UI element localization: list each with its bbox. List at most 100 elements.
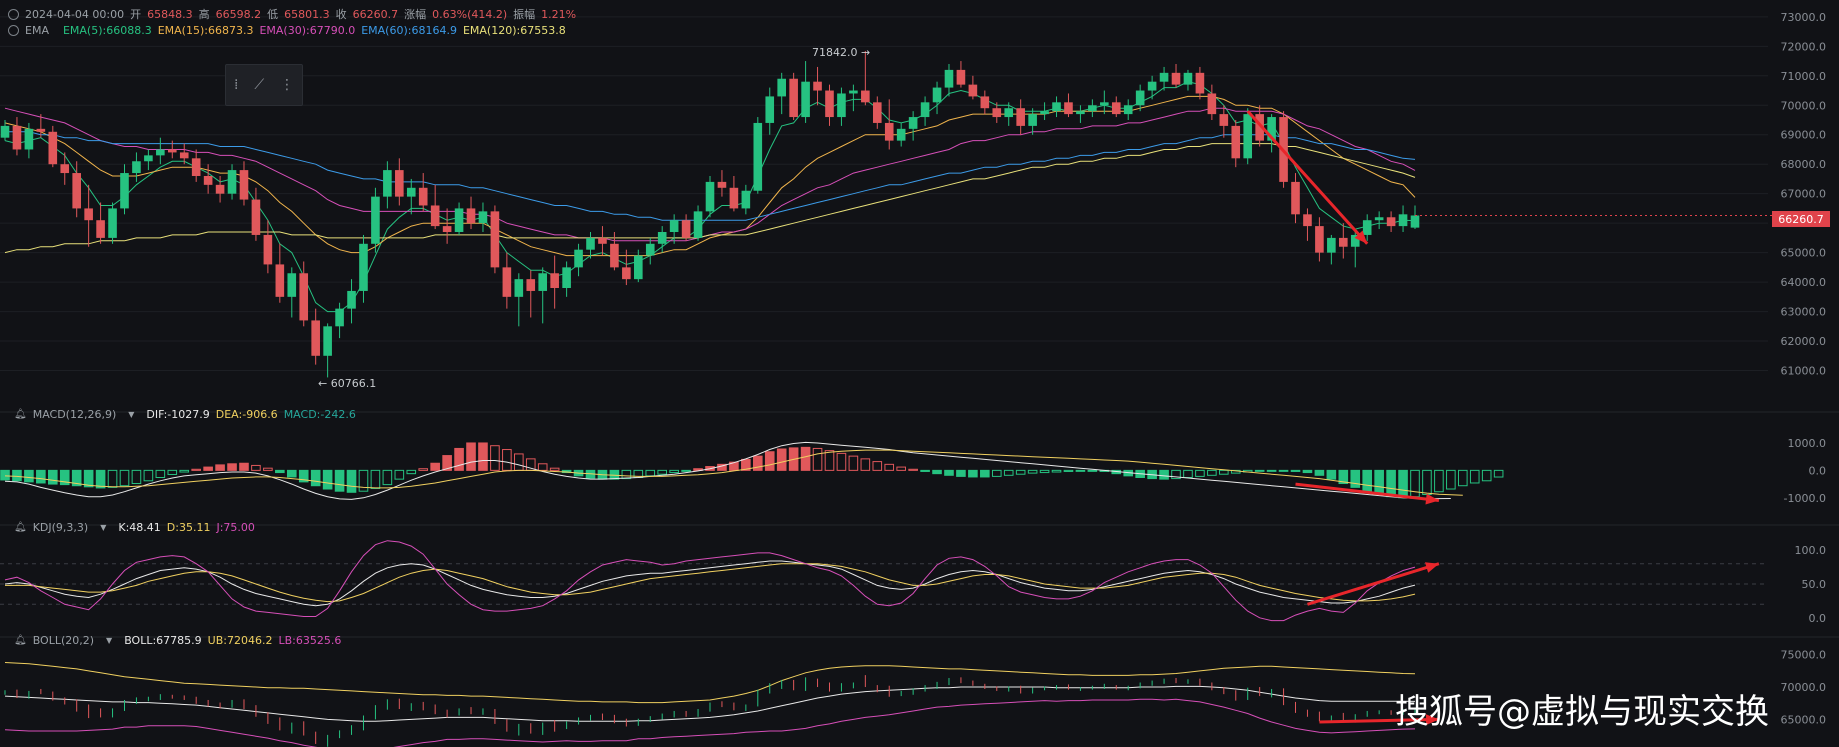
macd-histogram-bar: [1075, 469, 1086, 472]
macd-histogram-bar: [478, 442, 488, 471]
macd-histogram-bar: [0, 469, 10, 481]
boll-axis-tick: 75000.0: [1781, 649, 1827, 662]
candle-body: [968, 84, 978, 97]
macd-histogram-bar: [334, 469, 345, 492]
candle-body: [371, 196, 380, 244]
drawing-toolbar[interactable]: ⁞ ⟋ ⋮: [225, 64, 303, 106]
macd-histogram-bar: [1481, 469, 1492, 482]
candle-body: [72, 173, 81, 209]
candle-body: [359, 243, 368, 291]
macd-histogram-bar: [1087, 469, 1098, 472]
macd-histogram-bar: [502, 449, 512, 471]
candle-body: [60, 164, 70, 174]
candle-body: [944, 69, 954, 88]
macd-histogram-bar: [1159, 469, 1169, 480]
high-annotation-value: 71842.0: [812, 46, 858, 59]
ema-label: EMA: [25, 24, 49, 37]
candle-body: [156, 149, 165, 156]
drag-handle-icon[interactable]: ⁞: [233, 77, 239, 93]
kdj-dropdown-icon[interactable]: ▼: [100, 523, 107, 532]
macd-histogram-bar: [800, 446, 811, 471]
candle-body: [562, 267, 571, 288]
candle-body: [478, 211, 488, 224]
boll-line-boll: [4, 685, 1416, 722]
macd-histogram-bar: [514, 453, 524, 471]
macd-histogram-bar: [454, 447, 464, 471]
macd-bell-icon[interactable]: 🔔︎: [14, 409, 27, 420]
macd-histogram-bar: [203, 466, 213, 471]
macd-histogram-bar: [991, 469, 1002, 477]
kdj-line-j: [4, 540, 1416, 622]
low-label: 低: [267, 8, 279, 21]
amp-value: 1.21%: [541, 7, 577, 21]
macd-histogram-bar: [286, 469, 297, 478]
high-label: 高: [198, 8, 210, 21]
macd-histogram-bar: [1015, 469, 1026, 475]
kdj-k: K:48.41: [118, 521, 161, 534]
candle-body: [729, 187, 739, 209]
macd-histogram-bar: [215, 464, 225, 471]
kdj-d: D:35.11: [166, 521, 211, 534]
candle-body: [1231, 125, 1241, 159]
candle-body: [466, 208, 476, 224]
candle-body: [1398, 214, 1408, 227]
macd-histogram-bar: [1326, 469, 1337, 480]
boll-label: BOLL(20,2): [32, 634, 95, 647]
candle-body: [777, 78, 786, 97]
candle-body: [335, 308, 344, 327]
candle-body: [502, 267, 512, 297]
macd-histogram-bar: [1290, 469, 1301, 472]
candle-body: [311, 320, 320, 356]
candle-body: [1267, 117, 1276, 141]
macd-histogram-bar: [1254, 469, 1265, 472]
candle-body: [490, 211, 500, 268]
macd-histogram-bar: [406, 469, 417, 475]
macd-histogram-bar: [1410, 469, 1420, 498]
candle-body: [442, 226, 452, 232]
macd-label: MACD(12,26,9): [32, 408, 117, 421]
macd-histogram-bar: [537, 463, 548, 471]
kdj-line-d: [5, 563, 1416, 603]
candle-body: [849, 90, 858, 94]
macd-histogram-bar: [1266, 469, 1277, 472]
macd-histogram-bar: [1063, 469, 1074, 472]
macd-histogram-bar: [71, 469, 82, 487]
macd-histogram-bar: [764, 451, 775, 471]
candle-body: [526, 279, 536, 291]
trendline-tool-icon[interactable]: ⟋: [254, 77, 265, 93]
candle-body: [1111, 102, 1121, 115]
boll-bell-icon[interactable]: 🔔︎: [14, 635, 27, 646]
ohlc-toggle-icon[interactable]: [8, 8, 19, 20]
price-axis-tick: 62000.0: [1781, 335, 1827, 348]
candle-body: [1243, 114, 1253, 159]
kdj-uptrend-arrow: [1307, 562, 1440, 606]
candle-body: [1183, 72, 1193, 85]
candle-body: [1076, 111, 1085, 115]
more-options-icon[interactable]: ⋮: [280, 77, 295, 93]
macd-divergence-arrow-head: [1425, 493, 1439, 505]
macd-histogram-bar: [466, 442, 476, 471]
macd-histogram-bar: [884, 463, 895, 471]
macd-histogram-bar: [1386, 469, 1396, 498]
macd-histogram-bar: [1338, 469, 1349, 485]
macd-histogram-bar: [418, 468, 429, 471]
boll-dropdown-icon[interactable]: ▼: [106, 636, 113, 645]
macd-histogram-bar: [1207, 469, 1217, 476]
kdj-bell-icon[interactable]: 🔔︎: [14, 522, 27, 533]
boll-legend: 🔔︎ BOLL(20,2) ▼ BOLL:67785.9 UB:72046.2 …: [14, 634, 341, 647]
change-label: 涨幅: [404, 8, 427, 21]
price-axis-tick: 63000.0: [1781, 306, 1827, 319]
macd-dropdown-icon[interactable]: ▼: [128, 410, 135, 419]
ohlc-header: 2024-04-04 00:00 开 65848.3 高 66598.2 低 6580…: [8, 6, 576, 22]
candle-body: [657, 232, 667, 244]
candle-body: [1135, 90, 1145, 106]
candle-body: [1350, 234, 1360, 247]
high-annotation: 71842.0 →: [812, 46, 871, 59]
macd-axis-tick: 0.0: [1809, 464, 1827, 477]
ema30-value: EMA(30):67790.0: [259, 24, 356, 37]
macd-histogram-bar: [848, 455, 859, 471]
close-value: 66260.7: [352, 7, 399, 21]
candle-body: [1291, 181, 1300, 215]
ema-toggle-icon[interactable]: [8, 25, 19, 36]
